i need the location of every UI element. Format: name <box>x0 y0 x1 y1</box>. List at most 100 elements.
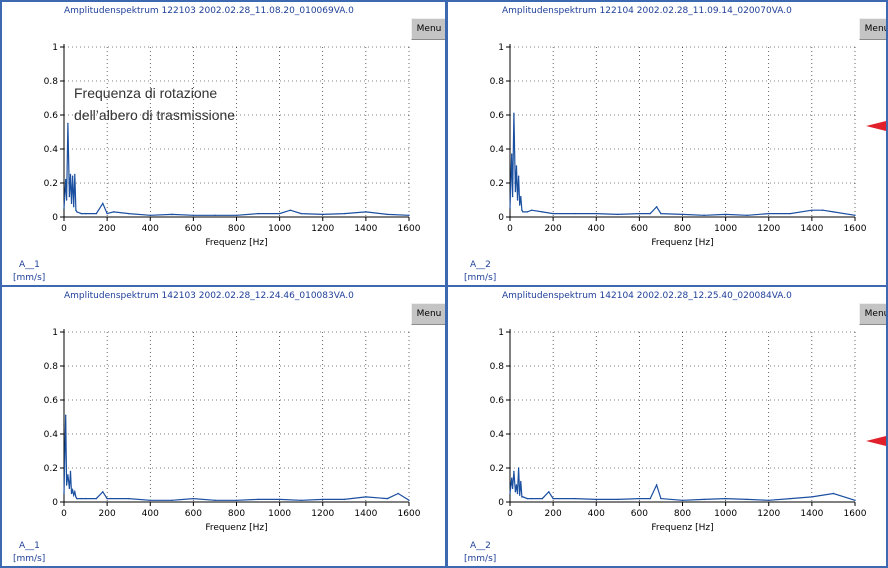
spectrum-point <box>386 497 389 500</box>
spectrum-point <box>768 212 770 215</box>
spectrum-point <box>573 212 576 215</box>
spectrum-point <box>515 484 518 486</box>
menu-button[interactable]: Menu <box>859 18 886 40</box>
y-tick-label: 0.4 <box>490 145 505 155</box>
y-tick-label: 0.4 <box>44 430 59 440</box>
spectrum-point <box>681 499 684 501</box>
spectrum-point <box>63 492 65 495</box>
spectrum-point <box>789 497 792 500</box>
spectrum-point <box>74 173 76 176</box>
spectrum-point <box>573 497 576 500</box>
x-tick-label: 0 <box>61 224 67 234</box>
spectrum-point <box>408 214 410 216</box>
spectrum-point <box>517 175 520 177</box>
spectrum-point <box>514 190 517 193</box>
spectrum-point <box>171 213 173 216</box>
spectrum-point <box>519 204 521 206</box>
menu-button[interactable]: Menu <box>411 303 445 325</box>
spectrum-panel-4: Amplitudenspektrum 142104 2002.02.28_12.… <box>446 285 888 568</box>
spectrum-point <box>257 212 259 215</box>
y-tick-label: 0.8 <box>44 77 59 87</box>
x-tick-label: 1000 <box>714 509 737 519</box>
spectrum-panel-1: Amplitudenspektrum 122103 2002.02.28_11.… <box>0 0 447 287</box>
x-tick-label: 1400 <box>354 509 377 519</box>
y-tick-label: 0.8 <box>44 362 59 372</box>
spectrum-point <box>192 214 195 216</box>
x-axis-label: Frequenz [Hz] <box>205 523 267 533</box>
x-tick-label: 800 <box>228 509 245 519</box>
x-tick-label: 200 <box>545 509 562 519</box>
spectrum-chart-1: 0 0.2 0.4 0.6 0.8 1 0 200 400 600 800 1000 1200 1400 1… <box>44 43 421 248</box>
spectrum-point <box>655 484 658 486</box>
spectrum-point <box>530 497 533 500</box>
spectrum-point <box>69 173 72 176</box>
spectrum-point <box>724 213 727 216</box>
spectrum-point <box>789 212 792 215</box>
spectrum-point <box>521 496 523 498</box>
spectrum-point <box>343 212 346 215</box>
spectrum-point <box>149 214 151 216</box>
spectrum-point <box>343 498 346 501</box>
spectrum-point <box>746 214 748 216</box>
spectrum-point <box>595 498 597 501</box>
x-tick-label: 1600 <box>844 509 867 519</box>
spectrum-point <box>552 212 554 215</box>
x-axis-label: Frequenz [Hz] <box>205 238 267 248</box>
spectrum-point <box>71 489 74 491</box>
spectrum-point <box>515 165 518 167</box>
spectrum-point <box>516 492 519 495</box>
spectrum-point <box>617 498 619 501</box>
x-tick-label: 1200 <box>757 224 780 234</box>
spectrum-point <box>649 212 651 215</box>
spectrum-point <box>278 212 281 215</box>
x-tick-label: 0 <box>507 224 513 234</box>
spectrum-point <box>649 497 651 500</box>
spectrum-point <box>530 209 533 211</box>
x-tick-label: 1200 <box>311 509 334 519</box>
spectrum-point <box>854 214 856 216</box>
spectrum-point <box>617 213 619 216</box>
spectrum-point <box>102 491 104 493</box>
spectrum-point <box>513 112 515 115</box>
menu-button[interactable]: Menu <box>859 303 886 325</box>
spectrum-point <box>724 497 727 500</box>
x-tick-label: 800 <box>674 509 691 519</box>
y-tick-label: 0 <box>52 498 58 508</box>
y-tick-label: 0.2 <box>44 179 58 189</box>
y-tick-label: 1 <box>52 43 58 53</box>
spectrum-point <box>214 214 216 216</box>
spectrum-point <box>70 492 73 495</box>
spectrum-point <box>811 496 813 498</box>
panel-title: Amplitudenspektrum 122104 2002.02.28_11.… <box>502 6 792 16</box>
y-tick-label: 0.6 <box>490 396 505 406</box>
annotation-line-2: dell’albero di trasmissione <box>74 107 236 123</box>
spectrum-point <box>63 207 65 210</box>
spectrum-point <box>322 213 324 216</box>
red-arrow-marker <box>866 120 886 132</box>
spectrum-point <box>511 195 514 198</box>
spectrum-point <box>509 492 511 495</box>
spectrum-point <box>365 211 367 213</box>
spectrum-point <box>541 211 544 213</box>
menu-button[interactable]: Menu <box>411 18 445 40</box>
spectrum-point <box>65 484 68 486</box>
spectrum-point <box>519 494 521 496</box>
spectrum-point <box>638 212 641 215</box>
spectrum-point <box>74 491 76 493</box>
spectrum-point <box>106 212 108 215</box>
x-tick-label: 1400 <box>800 224 823 234</box>
spectrum-point <box>112 211 115 213</box>
y-tick-label: 1 <box>498 328 504 338</box>
spectrum-point <box>854 499 856 501</box>
unit-label: [mm/s] <box>13 273 46 283</box>
x-tick-label: 800 <box>228 224 245 234</box>
x-tick-label: 1600 <box>398 224 421 234</box>
spectrum-point <box>95 497 98 500</box>
x-tick-label: 0 <box>507 509 513 519</box>
spectrum-chart-2: 0 0.2 0.4 0.6 0.8 1 0 200 400 600 800 1000 1200 1400 1… <box>490 43 867 248</box>
spectrum-point <box>127 497 130 500</box>
spectrum-point <box>235 214 238 216</box>
spectrum-point <box>65 199 68 201</box>
x-axis-label: Frequenz [Hz] <box>651 523 713 533</box>
spectrum-point <box>80 212 82 215</box>
